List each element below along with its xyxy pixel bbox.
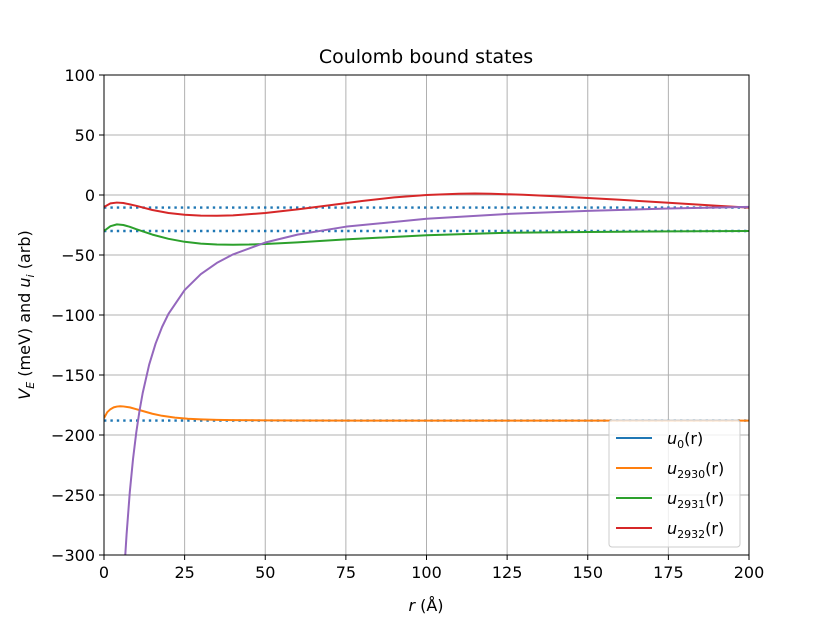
x-tick-label: 0 — [99, 563, 109, 582]
x-tick-label: 200 — [734, 563, 765, 582]
y-axis-label: VE (meV) and ui (arb) — [15, 230, 37, 399]
x-tick-label: 25 — [174, 563, 194, 582]
series-line-4 — [124, 205, 749, 555]
x-axis-ticks: 0 25 50 75 100 125 150 175 200 — [99, 555, 764, 582]
x-axis-label-var: r — [408, 596, 416, 615]
x-tick-label: 125 — [492, 563, 523, 582]
y-tick-label: 50 — [75, 126, 95, 145]
x-tick-label: 150 — [572, 563, 603, 582]
y-tick-label: −100 — [51, 306, 95, 325]
x-tick-label: 50 — [255, 563, 275, 582]
x-tick-label: 100 — [411, 563, 442, 582]
x-tick-label: 75 — [336, 563, 356, 582]
x-tick-label: 175 — [653, 563, 684, 582]
y-tick-label: −200 — [51, 426, 95, 445]
series-line-1 — [104, 405, 749, 422]
y-tick-label: −250 — [51, 486, 95, 505]
chart-title: Coulomb bound states — [319, 46, 533, 68]
legend-label: u2932(r) — [667, 519, 724, 541]
y-axis-ticks: 100 50 0 −50 −100 −150 −200 −250 −300 — [51, 66, 104, 565]
legend: u0(r) u2930(r) u2931(r) u2932(r) — [608, 419, 741, 548]
y-tick-label: −150 — [51, 366, 95, 385]
x-axis-label-unit: (Å) — [415, 596, 444, 615]
series-line-3 — [104, 192, 749, 217]
legend-frame — [608, 419, 741, 548]
legend-label: u2930(r) — [667, 459, 724, 481]
series-layer — [104, 192, 749, 555]
plot-frame — [103, 74, 750, 556]
series-line-2 — [104, 223, 749, 246]
y-tick-label: 0 — [85, 186, 95, 205]
legend-label: u0(r) — [667, 429, 703, 451]
y-tick-label: −300 — [51, 546, 95, 565]
y-tick-label: 100 — [64, 66, 95, 85]
y-tick-label: −50 — [61, 246, 95, 265]
x-axis-label: r (Å) — [408, 596, 443, 615]
legend-label: u2931(r) — [667, 489, 724, 511]
